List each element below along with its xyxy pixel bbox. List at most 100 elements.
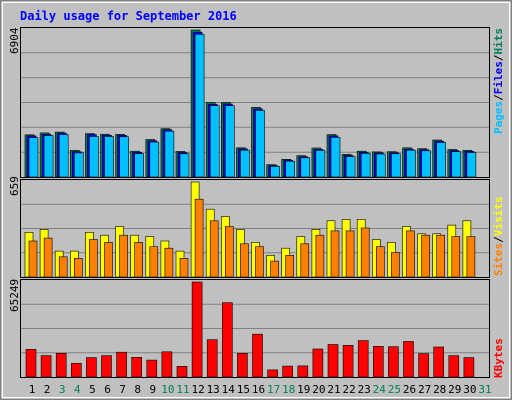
legend-kbytes: KBytes	[492, 338, 505, 378]
bar-pages-14	[225, 105, 235, 178]
day-label-17: 17	[267, 383, 280, 396]
legend-bottom: KBytes	[492, 338, 505, 378]
bar-sites-12	[194, 198, 204, 278]
bar-sites-17	[270, 260, 279, 278]
day-label-7: 7	[119, 383, 126, 396]
bar-pages-1	[28, 137, 39, 178]
bar-sites-5	[89, 239, 98, 278]
top-max-label: 6904	[8, 27, 21, 54]
bar-kbytes-20	[312, 348, 324, 378]
bar-pages-24	[375, 153, 386, 178]
bar-sites-26	[406, 230, 415, 278]
bar-sites-24	[375, 246, 385, 278]
bar-pages-8	[134, 153, 144, 178]
bar-pages-10	[164, 130, 175, 178]
bar-pages-17	[270, 166, 280, 178]
day-label-25: 25	[388, 383, 401, 396]
legend-sep-1: /	[492, 94, 505, 101]
bar-kbytes-19	[297, 365, 309, 378]
bar-sites-3	[58, 256, 68, 278]
day-label-29: 29	[448, 383, 461, 396]
day-label-12: 12	[191, 383, 204, 396]
legend-hits: Hits	[492, 28, 505, 55]
bar-sites-7	[119, 234, 128, 278]
bar-pages-4	[74, 152, 84, 178]
bar-kbytes-30	[463, 357, 475, 378]
bar-pages-27	[421, 150, 431, 178]
bar-sites-1	[28, 240, 38, 278]
bar-sites-23	[360, 227, 370, 278]
bar-sites-11	[179, 257, 189, 278]
bar-layer	[24, 29, 477, 378]
day-label-8: 8	[134, 383, 141, 396]
bar-kbytes-2	[40, 355, 52, 378]
bar-kbytes-10	[161, 351, 173, 378]
bar-sites-13	[209, 220, 219, 278]
bar-kbytes-16	[252, 333, 263, 378]
day-label-22: 22	[342, 383, 355, 396]
bar-sites-4	[74, 257, 83, 278]
day-label-2: 2	[44, 383, 51, 396]
day-label-31: 31	[478, 383, 491, 396]
bar-pages-12	[194, 33, 205, 178]
bar-sites-2	[43, 237, 53, 278]
bar-sites-28	[436, 234, 446, 278]
bar-sites-27	[421, 234, 430, 278]
bar-kbytes-7	[116, 351, 127, 378]
bar-sites-20	[315, 234, 325, 278]
bar-pages-7	[119, 136, 129, 178]
bar-kbytes-18	[282, 365, 294, 378]
bar-kbytes-17	[267, 369, 278, 378]
day-label-10: 10	[161, 383, 174, 396]
bar-sites-19	[300, 243, 310, 278]
day-label-30: 30	[463, 383, 476, 396]
day-label-23: 23	[358, 383, 371, 396]
bar-pages-23	[360, 153, 371, 178]
bar-pages-29	[451, 151, 462, 178]
day-label-20: 20	[312, 383, 325, 396]
bar-sites-9	[149, 246, 159, 278]
bar-kbytes-9	[146, 359, 158, 378]
bar-kbytes-13	[206, 339, 218, 378]
legend-sep-3: /	[492, 236, 505, 243]
day-labels: 1 2 3 4 5 6 7 8 9 10 11 12 13 14 15 16 17 18 19 20 21 22 23 24 2…	[29, 383, 492, 396]
bar-sites-8	[134, 242, 143, 278]
bar-pages-6	[104, 136, 114, 178]
bar-kbytes-25	[388, 346, 399, 378]
day-label-13: 13	[207, 383, 220, 396]
day-label-1: 1	[29, 383, 36, 396]
bar-pages-18	[285, 160, 296, 178]
bar-kbytes-27	[418, 353, 429, 378]
day-label-26: 26	[403, 383, 416, 396]
middle-max-label: 659	[8, 176, 21, 196]
day-label-14: 14	[222, 383, 236, 396]
bar-kbytes-23	[357, 340, 369, 378]
day-label-6: 6	[104, 383, 111, 396]
bar-kbytes-11	[176, 366, 188, 378]
bar-pages-2	[43, 135, 54, 178]
day-label-18: 18	[282, 383, 295, 396]
chart-title: Daily usage for September 2016	[20, 9, 237, 23]
bottom-max-label: 65249	[8, 279, 21, 312]
bar-kbytes-4	[71, 362, 82, 378]
bar-pages-19	[300, 157, 311, 178]
bar-sites-30	[466, 236, 476, 278]
bar-pages-5	[89, 136, 99, 178]
bar-sites-21	[330, 230, 340, 278]
bar-sites-16	[255, 246, 264, 278]
bar-pages-21	[330, 137, 341, 178]
bar-kbytes-6	[101, 355, 112, 378]
bar-sites-14	[225, 226, 234, 278]
day-label-21: 21	[327, 383, 340, 396]
bar-sites-10	[164, 247, 174, 278]
bar-pages-22	[345, 156, 356, 178]
legend-files: Files	[492, 61, 505, 94]
bar-kbytes-14	[222, 302, 233, 378]
day-label-16: 16	[252, 383, 265, 396]
bar-sites-18	[285, 255, 295, 278]
bar-sites-6	[104, 242, 113, 278]
day-label-4: 4	[74, 383, 81, 396]
bar-pages-25	[391, 153, 401, 178]
bar-pages-11	[179, 153, 190, 178]
